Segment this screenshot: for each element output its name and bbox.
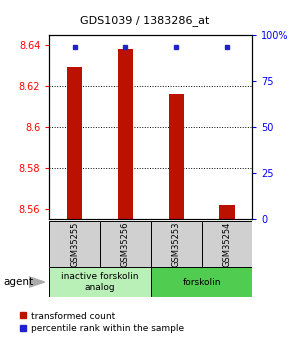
Text: GDS1039 / 1383286_at: GDS1039 / 1383286_at	[80, 16, 210, 27]
Bar	[151, 221, 202, 267]
Bar	[219, 205, 235, 219]
Bar	[202, 221, 252, 267]
Text: forskolin: forskolin	[182, 277, 221, 287]
Text: GSM35255: GSM35255	[70, 221, 79, 267]
Bar	[49, 267, 151, 297]
Bar	[151, 267, 252, 297]
Text: GSM35256: GSM35256	[121, 221, 130, 267]
Polygon shape	[29, 277, 45, 287]
Text: agent: agent	[3, 277, 33, 287]
Bar	[168, 94, 184, 219]
Text: GSM35253: GSM35253	[172, 221, 181, 267]
Text: GSM35254: GSM35254	[222, 221, 231, 267]
Bar	[49, 221, 100, 267]
Bar	[67, 67, 82, 219]
Bar	[118, 49, 133, 219]
Text: inactive forskolin
analog: inactive forskolin analog	[61, 272, 139, 292]
Legend: transformed count, percentile rank within the sample: transformed count, percentile rank withi…	[19, 312, 184, 333]
Bar	[100, 221, 151, 267]
